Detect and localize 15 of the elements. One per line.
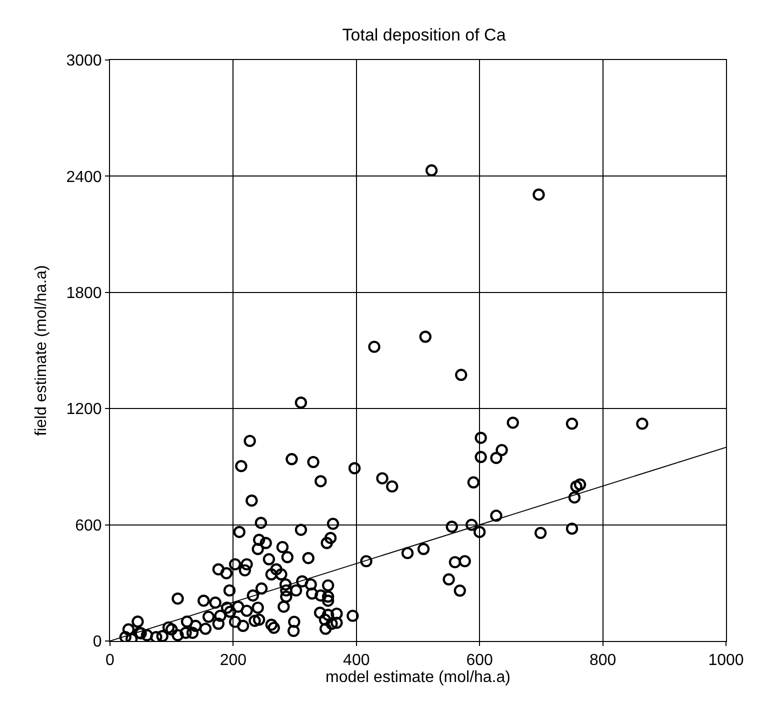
y-tick-label: 2400 xyxy=(66,168,102,186)
y-tick-label: 1800 xyxy=(66,285,102,302)
x-tick-label: 400 xyxy=(343,652,370,670)
x-tick-label: 0 xyxy=(106,652,115,670)
y-axis-title: field estimate (mol/ha.a) xyxy=(33,265,50,436)
x-tick-label: 1000 xyxy=(708,652,744,670)
x-tick-label: 600 xyxy=(466,652,494,670)
x-tick-label: 200 xyxy=(220,652,247,670)
x-tick-label: 800 xyxy=(589,652,616,670)
y-tick-label: 1200 xyxy=(66,401,102,418)
y-tick-label: 0 xyxy=(92,634,102,651)
chart-title: Total deposition of Ca xyxy=(342,25,506,44)
y-tick-label: 600 xyxy=(75,517,102,534)
x-axis-title: model estimate (mol/ha.a) xyxy=(326,669,510,686)
y-tick-label: 3000 xyxy=(66,52,102,70)
